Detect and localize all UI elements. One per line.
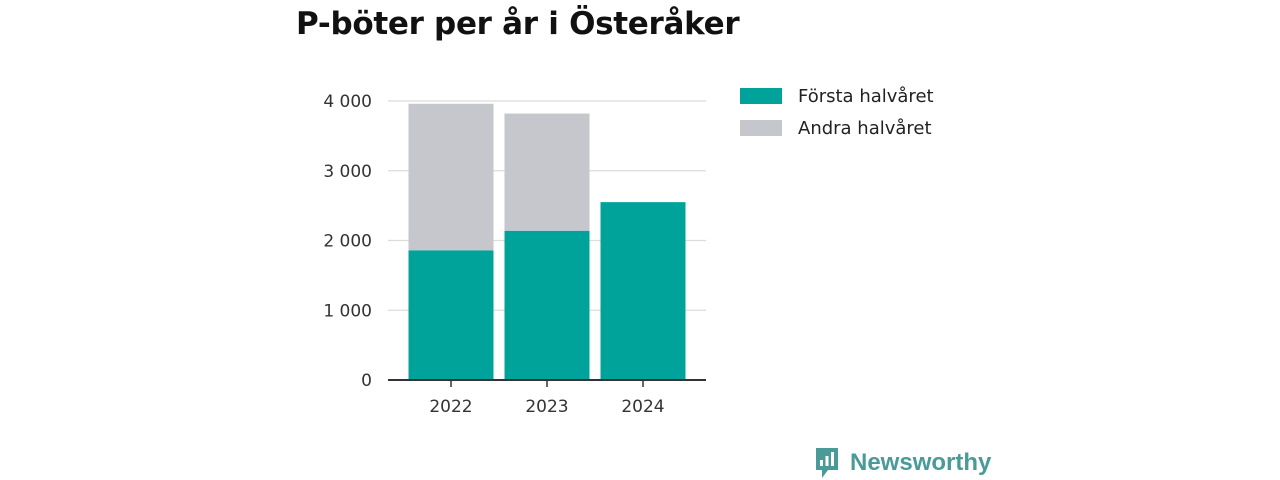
- bar-segment: [408, 103, 494, 251]
- brand-name: Newsworthy: [850, 449, 992, 476]
- y-tick-label: 0: [361, 371, 372, 391]
- legend-item-second-half: Andra halvåret: [740, 112, 934, 144]
- chart-title: P-böter per år i Österåker: [296, 6, 740, 42]
- y-tick-label: 1 000: [323, 301, 372, 321]
- bar-segment: [504, 230, 590, 380]
- newsworthy-logo-icon: [816, 448, 838, 478]
- brand-logo: Newsworthy: [814, 446, 991, 480]
- y-tick-label: 2 000: [323, 232, 372, 252]
- bar-segment: [408, 250, 494, 380]
- x-tick-label: 2022: [429, 397, 472, 417]
- bar-segment: [600, 202, 686, 380]
- legend-item-first-half: Första halvåret: [740, 80, 934, 112]
- bar-segment: [504, 113, 590, 231]
- y-tick-label: 4 000: [323, 92, 372, 112]
- legend-label-first-half: Första halvåret: [798, 85, 934, 107]
- axes: 0 1 000 2 000 3 000 4 000 2022 2023 2024: [323, 92, 706, 417]
- x-tick-label: 2023: [525, 397, 568, 417]
- x-tick-label: 2024: [621, 397, 664, 417]
- legend-swatch-second-half: [740, 120, 782, 136]
- legend: Första halvåret Andra halvåret: [740, 80, 934, 144]
- legend-swatch-first-half: [740, 88, 782, 104]
- legend-label-second-half: Andra halvåret: [798, 117, 932, 139]
- bars: [408, 103, 686, 380]
- y-tick-label: 3 000: [323, 162, 372, 182]
